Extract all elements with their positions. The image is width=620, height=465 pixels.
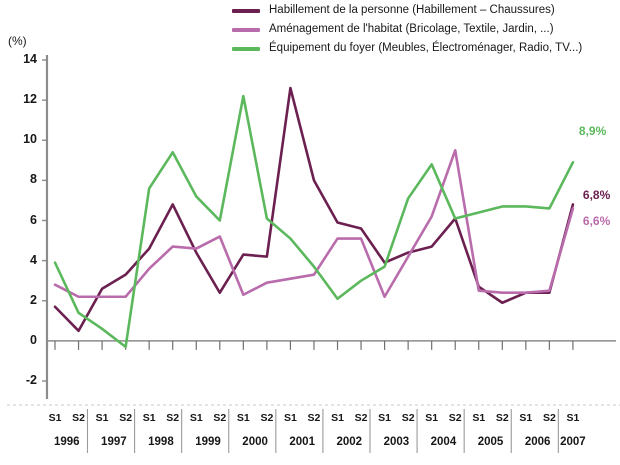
x-axis-year-label: 1999 (195, 436, 221, 448)
x-axis-year-label: 1996 (53, 436, 80, 448)
x-axis-semester-label: S1 (378, 412, 391, 424)
x-axis-semester-label: S1 (95, 412, 109, 424)
x-axis-year-label: 1998 (148, 436, 174, 448)
legend-item-habillement: Habillement de la personne (Habillement … (232, 2, 618, 19)
x-axis-semester-label: S2 (119, 412, 133, 424)
y-axis-tick-label: 2 (30, 292, 37, 307)
y-axis-tick-label: 0 (30, 332, 37, 347)
x-axis-year-label: 2000 (242, 436, 268, 448)
x-axis-semester-label: S2 (542, 412, 556, 424)
x-axis-semester-label: S1 (189, 412, 203, 424)
x-axis-year-label: 2002 (336, 436, 363, 448)
x-axis-semester-label: S2 (260, 412, 274, 424)
x-axis-semester-label: S1 (472, 412, 486, 424)
x-axis-semester-label: S1 (236, 412, 250, 424)
y-axis-tick-label: 14 (23, 52, 37, 66)
x-axis-year-label: 2004 (430, 436, 457, 448)
y-axis-tick-label: 6 (30, 212, 37, 227)
legend-label-equipement: Équipement du foyer (Meubles, Électromén… (269, 42, 583, 54)
legend-item-amenagement: Aménagement de l'habitat (Bricolage, Tex… (232, 21, 618, 38)
x-axis-semester-label: S2 (448, 412, 462, 424)
x-axis-semester-label: S1 (425, 412, 439, 424)
x-axis-year-label: 2001 (289, 436, 315, 448)
series-line-1 (53, 148, 575, 299)
x-axis-year-label: 2007 (560, 436, 586, 448)
legend-swatch-habillement (232, 8, 260, 13)
legend-label-habillement: Habillement de la personne (Habillement … (269, 4, 555, 16)
series-end-label-2: 8,9% (578, 124, 607, 139)
x-axis-semester-label: S1 (519, 412, 533, 424)
y-axis-tick-label: 12 (23, 92, 37, 107)
x-axis-semester-label: S1 (48, 412, 62, 424)
x-axis-semester-label: S1 (566, 412, 580, 424)
x-axis-semester-label: S1 (283, 412, 297, 424)
chart-legend: Habillement de la personne (Habillement … (232, 2, 618, 59)
x-axis-semester-label: S1 (142, 412, 156, 424)
x-axis-semester-label: S2 (307, 412, 321, 424)
y-axis-tick-label: 8 (30, 172, 37, 187)
legend-item-equipement: Équipement du foyer (Meubles, Électromén… (232, 40, 618, 57)
x-axis-year-label: 2003 (383, 436, 410, 448)
x-axis-semester-label: S2 (166, 412, 180, 424)
x-axis-semester-label: S2 (72, 412, 85, 424)
y-axis-unit-label: (%) (8, 34, 27, 48)
x-axis-year-label: 2005 (477, 436, 504, 448)
x-axis-semester-label: S2 (354, 412, 368, 424)
legend-swatch-equipement (232, 46, 260, 51)
x-axis-year-label: 1997 (101, 436, 127, 448)
x-axis-semester-label: S1 (331, 412, 344, 424)
x-axis-semester-label: S2 (213, 412, 227, 424)
legend-swatch-amenagement (232, 27, 260, 32)
series-line-2 (53, 94, 575, 349)
series-end-label-0: 6,8% (582, 188, 611, 203)
y-axis-tick-label: -2 (25, 373, 37, 387)
x-axis-semester-label: S2 (401, 412, 415, 424)
x-axis-semester-label: S2 (495, 412, 509, 424)
x-axis-year-label: 2006 (524, 436, 551, 448)
series-end-label-1: 6,6% (582, 214, 611, 229)
y-axis-tick-label: 4 (30, 252, 37, 267)
y-axis-tick-label: 10 (23, 132, 37, 147)
legend-label-amenagement: Aménagement de l'habitat (Bricolage, Tex… (269, 23, 554, 35)
